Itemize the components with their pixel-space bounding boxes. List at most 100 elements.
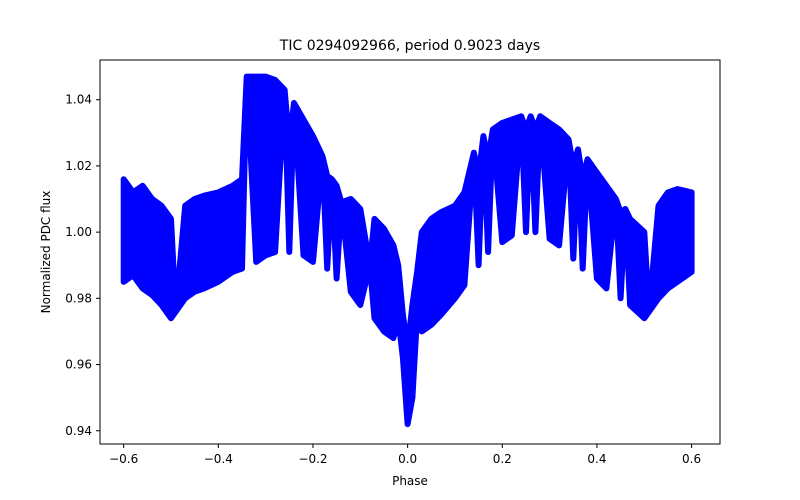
y-axis: 0.94 0.96 0.98 1.00 1.02 1.04 xyxy=(65,93,100,438)
data-point xyxy=(689,189,695,195)
data-point xyxy=(168,315,174,321)
data-point xyxy=(622,206,628,212)
data-point xyxy=(272,193,278,199)
data-point xyxy=(372,315,377,321)
y-axis-label: Normalized PDC flux xyxy=(39,191,53,314)
data-point xyxy=(253,74,259,80)
data-point xyxy=(121,176,127,182)
data-point xyxy=(414,312,420,318)
y-tick-label: 1.02 xyxy=(65,159,92,173)
data-point xyxy=(201,193,207,199)
data-point xyxy=(338,199,344,205)
data-point xyxy=(603,183,609,189)
data-point xyxy=(390,242,396,248)
data-point xyxy=(689,269,695,275)
data-point xyxy=(253,259,259,265)
data-point xyxy=(159,236,164,242)
data-point xyxy=(485,249,491,255)
x-tick-label: 0.6 xyxy=(682,452,701,466)
data-point xyxy=(149,292,155,298)
data-point xyxy=(556,183,562,189)
data-point xyxy=(407,395,413,401)
data-point xyxy=(334,183,340,189)
data-point xyxy=(405,408,411,414)
data-point xyxy=(419,328,425,334)
data-point xyxy=(357,302,363,308)
data-point xyxy=(182,203,188,209)
y-tick-label: 0.98 xyxy=(65,291,92,305)
data-point xyxy=(627,239,633,245)
data-point xyxy=(580,176,586,182)
data-point xyxy=(239,209,245,215)
x-axis-label: Phase xyxy=(392,474,428,488)
data-point xyxy=(490,127,496,132)
data-point xyxy=(480,133,486,139)
data-point xyxy=(674,186,680,192)
x-tick-label: −0.4 xyxy=(204,452,233,466)
data-point xyxy=(570,193,576,199)
data-point xyxy=(556,127,562,132)
x-axis: −0.6 −0.4 −0.2 0.0 0.2 0.4 0.6 xyxy=(109,444,701,466)
y-tick-label: 1.00 xyxy=(65,225,92,239)
data-point xyxy=(215,279,221,285)
data-point xyxy=(499,143,505,149)
data-point xyxy=(523,176,529,182)
data-point xyxy=(665,229,671,235)
data-point xyxy=(121,189,127,195)
data-point xyxy=(121,229,127,235)
data-point xyxy=(414,269,420,275)
data-point xyxy=(310,133,316,139)
data-point xyxy=(428,246,434,252)
data-point xyxy=(641,315,647,321)
data-point xyxy=(286,140,292,146)
data-point xyxy=(547,120,553,126)
data-point xyxy=(485,156,491,162)
data-point xyxy=(618,232,624,238)
x-tick-label: −0.6 xyxy=(109,452,138,466)
data-point xyxy=(130,189,136,195)
data-point xyxy=(367,262,373,268)
y-tick-label: 0.96 xyxy=(65,358,92,372)
data-point xyxy=(334,213,340,219)
data-point xyxy=(509,133,515,139)
data-point xyxy=(575,146,581,152)
data-point xyxy=(381,252,387,258)
data-point xyxy=(390,262,396,268)
x-tick-label: 0.4 xyxy=(587,452,606,466)
data-point xyxy=(476,173,482,179)
data-point xyxy=(192,229,198,235)
data-point xyxy=(390,335,396,341)
data-point xyxy=(594,213,600,219)
data-point xyxy=(310,160,316,166)
data-point xyxy=(263,196,269,202)
data-point xyxy=(547,176,553,182)
data-point xyxy=(627,216,633,222)
data-point xyxy=(263,160,269,166)
data-point xyxy=(509,180,515,185)
data-point xyxy=(547,136,553,142)
data-point xyxy=(372,216,377,222)
data-point xyxy=(324,266,330,272)
data-point xyxy=(674,226,680,232)
data-point xyxy=(149,232,155,238)
data-point xyxy=(476,262,482,268)
data-point xyxy=(182,295,188,301)
data-point xyxy=(140,229,146,235)
data-point xyxy=(239,176,245,182)
data-point xyxy=(286,189,292,195)
data-point xyxy=(372,242,377,248)
data-point xyxy=(603,196,609,202)
data-point xyxy=(400,312,406,318)
data-point xyxy=(348,219,354,225)
data-point xyxy=(518,113,524,119)
data-point xyxy=(594,170,600,176)
data-point xyxy=(618,295,624,301)
data-point xyxy=(532,173,538,179)
data-point xyxy=(452,295,458,301)
data-point xyxy=(168,216,174,222)
data-point xyxy=(402,388,408,394)
data-point xyxy=(253,166,259,172)
data-point xyxy=(244,74,250,80)
data-point xyxy=(291,100,297,106)
